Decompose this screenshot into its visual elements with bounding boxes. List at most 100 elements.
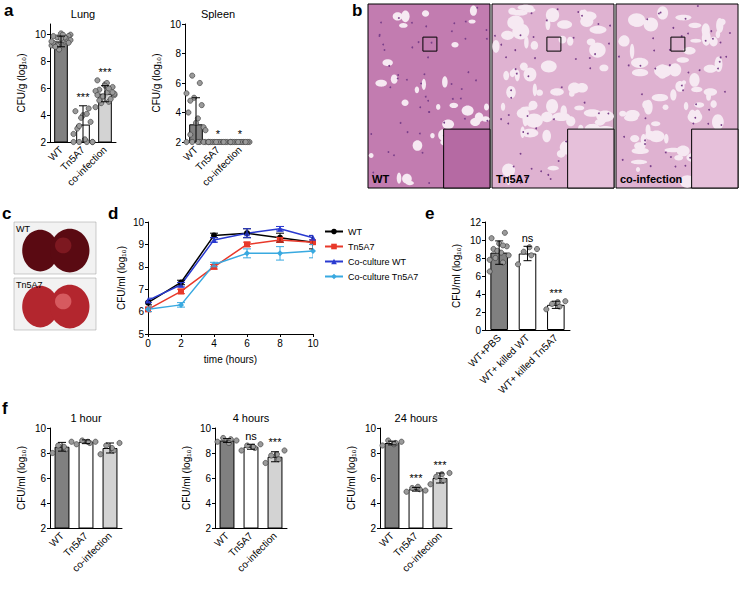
svg-text:***: *** — [410, 472, 424, 484]
svg-text:Tn5A7: Tn5A7 — [16, 280, 43, 290]
svg-text:CFU/g (log₁₀): CFU/g (log₁₀) — [151, 53, 162, 112]
svg-text:co-infection: co-infection — [65, 144, 109, 188]
svg-text:10: 10 — [365, 423, 377, 434]
svg-text:8: 8 — [40, 56, 46, 67]
svg-text:Co-culture Tn5A7: Co-culture Tn5A7 — [348, 272, 418, 282]
svg-text:8: 8 — [205, 448, 211, 459]
svg-text:ns: ns — [522, 232, 534, 244]
svg-text:10: 10 — [470, 235, 482, 246]
svg-text:WT: WT — [372, 173, 389, 185]
svg-text:CFU/ml (log₁₀): CFU/ml (log₁₀) — [181, 446, 192, 510]
svg-text:f: f — [2, 399, 8, 418]
svg-text:2: 2 — [475, 307, 481, 318]
svg-text:WT+ killed Tn5A7: WT+ killed Tn5A7 — [496, 332, 560, 396]
svg-text:4: 4 — [370, 498, 376, 509]
svg-text:10: 10 — [307, 338, 319, 349]
svg-text:4 hours: 4 hours — [233, 412, 270, 424]
svg-text:CFU/ml (log₁₀): CFU/ml (log₁₀) — [16, 446, 27, 510]
svg-text:5: 5 — [138, 329, 144, 340]
svg-text:*: * — [238, 128, 243, 140]
svg-text:ns: ns — [245, 430, 257, 442]
svg-text:co-infection: co-infection — [400, 530, 444, 574]
svg-text:6: 6 — [370, 473, 376, 484]
svg-text:8: 8 — [175, 48, 181, 59]
svg-text:0: 0 — [145, 338, 151, 349]
svg-text:***: *** — [434, 459, 448, 471]
svg-text:2: 2 — [40, 523, 46, 534]
svg-text:2: 2 — [370, 523, 376, 534]
svg-text:***: *** — [549, 287, 563, 299]
svg-text:CFU/g (log₁₀): CFU/g (log₁₀) — [16, 53, 27, 112]
svg-text:8: 8 — [40, 448, 46, 459]
svg-text:2: 2 — [175, 137, 181, 148]
svg-text:WT: WT — [377, 530, 396, 549]
svg-text:WT: WT — [47, 530, 66, 549]
svg-text:8: 8 — [475, 253, 481, 264]
svg-text:Tn5A7: Tn5A7 — [193, 144, 222, 173]
svg-text:CFU/ml (log₁₀): CFU/ml (log₁₀) — [346, 446, 357, 510]
svg-text:WT: WT — [16, 224, 30, 234]
svg-text:4: 4 — [40, 498, 46, 509]
svg-text:***: *** — [99, 66, 113, 78]
svg-text:6: 6 — [475, 271, 481, 282]
svg-text:WT+ killed WT: WT+ killed WT — [478, 332, 532, 386]
svg-text:*: * — [216, 128, 221, 140]
svg-text:co-infection: co-infection — [200, 144, 244, 188]
svg-text:Tn5A7: Tn5A7 — [348, 242, 375, 252]
svg-text:10: 10 — [35, 423, 47, 434]
svg-text:WT: WT — [181, 144, 200, 163]
svg-text:6: 6 — [138, 306, 144, 317]
svg-text:co-infection: co-infection — [70, 530, 114, 574]
svg-text:4: 4 — [40, 110, 46, 121]
svg-text:4: 4 — [175, 107, 181, 118]
svg-text:2: 2 — [178, 338, 184, 349]
svg-text:Co-culture WT: Co-culture WT — [348, 257, 407, 267]
svg-text:d: d — [108, 204, 118, 223]
svg-text:6: 6 — [244, 338, 250, 349]
svg-text:WT+PBS: WT+PBS — [466, 332, 504, 370]
svg-text:8: 8 — [277, 338, 283, 349]
svg-text:4: 4 — [475, 289, 481, 300]
svg-text:CFU/ml (log₁₀): CFU/ml (log₁₀) — [116, 246, 127, 310]
svg-text:1 hour: 1 hour — [70, 412, 102, 424]
svg-text:co-infection: co-infection — [235, 530, 279, 574]
svg-text:e: e — [425, 204, 434, 223]
svg-text:2: 2 — [205, 523, 211, 534]
svg-text:10: 10 — [170, 19, 182, 30]
svg-text:10: 10 — [133, 217, 145, 228]
svg-text:6: 6 — [40, 83, 46, 94]
svg-text:12: 12 — [470, 217, 482, 228]
svg-text:Tn5A7: Tn5A7 — [496, 173, 530, 185]
svg-text:10: 10 — [200, 423, 212, 434]
svg-text:10: 10 — [35, 29, 47, 40]
svg-text:9: 9 — [138, 239, 144, 250]
svg-text:Tn5A7: Tn5A7 — [61, 530, 90, 559]
svg-text:***: *** — [77, 91, 91, 103]
svg-text:***: *** — [269, 436, 283, 448]
svg-text:WT: WT — [46, 144, 65, 163]
svg-text:WT: WT — [348, 227, 362, 237]
svg-text:co-infection: co-infection — [620, 173, 683, 185]
svg-text:24 hours: 24 hours — [395, 412, 438, 424]
svg-text:6: 6 — [205, 473, 211, 484]
svg-text:Tn5A7: Tn5A7 — [391, 530, 420, 559]
svg-text:2: 2 — [40, 137, 46, 148]
svg-text:6: 6 — [175, 78, 181, 89]
svg-text:0: 0 — [475, 325, 481, 336]
svg-text:b: b — [352, 1, 362, 20]
svg-text:time (hours): time (hours) — [204, 354, 257, 365]
svg-text:CFU/ml (log₁₀): CFU/ml (log₁₀) — [451, 244, 462, 308]
svg-text:Lung: Lung — [71, 8, 95, 20]
svg-text:7: 7 — [138, 284, 144, 295]
svg-text:WT: WT — [212, 530, 231, 549]
svg-text:6: 6 — [40, 473, 46, 484]
svg-text:4: 4 — [211, 338, 217, 349]
svg-text:8: 8 — [370, 448, 376, 459]
svg-text:8: 8 — [138, 261, 144, 272]
svg-text:4: 4 — [205, 498, 211, 509]
svg-text:Tn5A7: Tn5A7 — [58, 144, 87, 173]
svg-text:c: c — [2, 204, 11, 223]
svg-text:Spleen: Spleen — [201, 8, 235, 20]
svg-text:Tn5A7: Tn5A7 — [226, 530, 255, 559]
svg-text:a: a — [4, 1, 14, 20]
